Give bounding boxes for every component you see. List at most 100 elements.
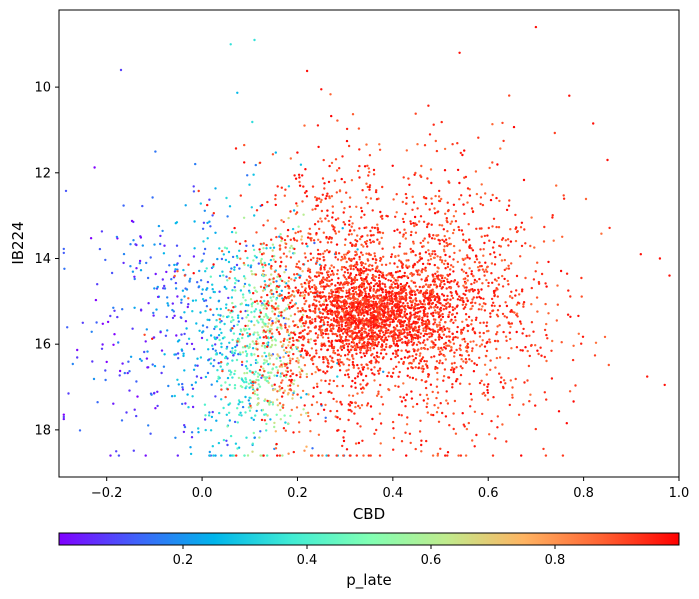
data-point bbox=[295, 289, 298, 292]
data-point bbox=[430, 295, 433, 299]
data-point bbox=[335, 339, 339, 343]
data-point bbox=[334, 158, 338, 161]
data-point bbox=[377, 324, 380, 328]
data-point bbox=[421, 316, 424, 319]
data-point bbox=[373, 379, 376, 382]
data-point bbox=[303, 328, 306, 332]
data-point bbox=[301, 200, 304, 203]
data-point bbox=[386, 319, 389, 322]
data-point bbox=[309, 290, 312, 294]
data-point bbox=[542, 240, 546, 243]
data-point bbox=[419, 241, 422, 245]
data-point bbox=[466, 279, 469, 282]
data-point bbox=[415, 343, 419, 346]
data-point bbox=[443, 169, 447, 172]
data-point bbox=[431, 328, 434, 331]
data-point bbox=[243, 161, 246, 164]
data-point bbox=[253, 373, 256, 376]
data-point bbox=[407, 325, 410, 328]
data-point bbox=[185, 288, 189, 291]
data-point bbox=[296, 393, 299, 396]
data-point bbox=[496, 331, 499, 334]
data-point bbox=[434, 338, 437, 342]
data-point bbox=[354, 386, 357, 389]
data-point bbox=[489, 312, 492, 315]
data-point bbox=[384, 277, 387, 280]
data-point bbox=[284, 265, 288, 268]
data-point bbox=[246, 335, 250, 338]
data-point bbox=[317, 220, 320, 223]
data-point bbox=[471, 439, 474, 442]
data-point bbox=[496, 295, 499, 298]
data-point bbox=[365, 239, 369, 243]
data-point bbox=[504, 335, 508, 338]
data-point bbox=[477, 136, 480, 139]
data-point bbox=[439, 447, 442, 450]
data-point bbox=[457, 285, 460, 288]
data-point bbox=[360, 373, 363, 376]
data-point bbox=[522, 327, 525, 331]
data-point bbox=[419, 393, 422, 396]
data-point bbox=[443, 304, 446, 308]
data-point bbox=[364, 290, 367, 293]
data-point bbox=[279, 278, 282, 281]
data-point bbox=[274, 194, 277, 197]
data-point bbox=[423, 313, 426, 316]
data-point bbox=[398, 321, 401, 324]
data-point bbox=[375, 189, 378, 192]
data-point bbox=[289, 346, 292, 349]
data-point bbox=[388, 262, 392, 265]
data-point bbox=[561, 454, 565, 457]
data-point bbox=[174, 353, 178, 356]
data-point bbox=[171, 302, 174, 305]
data-point bbox=[309, 239, 313, 242]
data-point bbox=[565, 272, 569, 275]
data-point bbox=[411, 299, 415, 302]
data-point bbox=[332, 349, 335, 352]
data-point bbox=[347, 368, 350, 371]
data-point bbox=[271, 322, 274, 325]
data-point bbox=[339, 281, 342, 285]
data-point bbox=[312, 395, 315, 398]
data-point bbox=[358, 406, 362, 410]
data-point bbox=[386, 331, 389, 334]
data-point bbox=[296, 357, 299, 360]
data-point bbox=[450, 349, 453, 352]
data-point bbox=[350, 301, 353, 304]
data-point bbox=[343, 299, 346, 302]
data-point bbox=[365, 182, 368, 185]
data-point bbox=[237, 376, 241, 380]
data-point bbox=[337, 291, 341, 294]
data-point bbox=[300, 318, 303, 322]
data-point bbox=[226, 388, 229, 391]
data-point bbox=[351, 363, 355, 366]
data-point bbox=[262, 376, 266, 379]
data-point bbox=[452, 336, 455, 339]
data-point bbox=[269, 258, 273, 262]
data-point bbox=[135, 267, 138, 270]
data-point bbox=[328, 267, 332, 270]
data-point bbox=[357, 404, 360, 408]
data-point bbox=[311, 359, 314, 362]
data-point bbox=[445, 241, 448, 245]
data-point bbox=[106, 320, 110, 324]
data-point bbox=[316, 385, 319, 388]
data-point bbox=[289, 246, 292, 250]
data-point bbox=[239, 310, 242, 313]
data-point bbox=[559, 269, 563, 273]
data-point bbox=[461, 320, 464, 323]
data-point bbox=[423, 294, 427, 298]
data-point bbox=[236, 407, 239, 410]
data-point bbox=[390, 297, 394, 300]
data-point bbox=[336, 349, 340, 352]
data-point bbox=[376, 316, 380, 319]
data-point bbox=[498, 372, 501, 375]
data-point bbox=[343, 281, 347, 284]
data-point bbox=[350, 348, 353, 351]
data-point bbox=[448, 424, 451, 427]
data-point bbox=[248, 369, 252, 373]
data-point bbox=[171, 308, 174, 312]
data-point bbox=[330, 359, 333, 362]
data-point bbox=[444, 358, 447, 361]
data-point bbox=[395, 312, 399, 316]
